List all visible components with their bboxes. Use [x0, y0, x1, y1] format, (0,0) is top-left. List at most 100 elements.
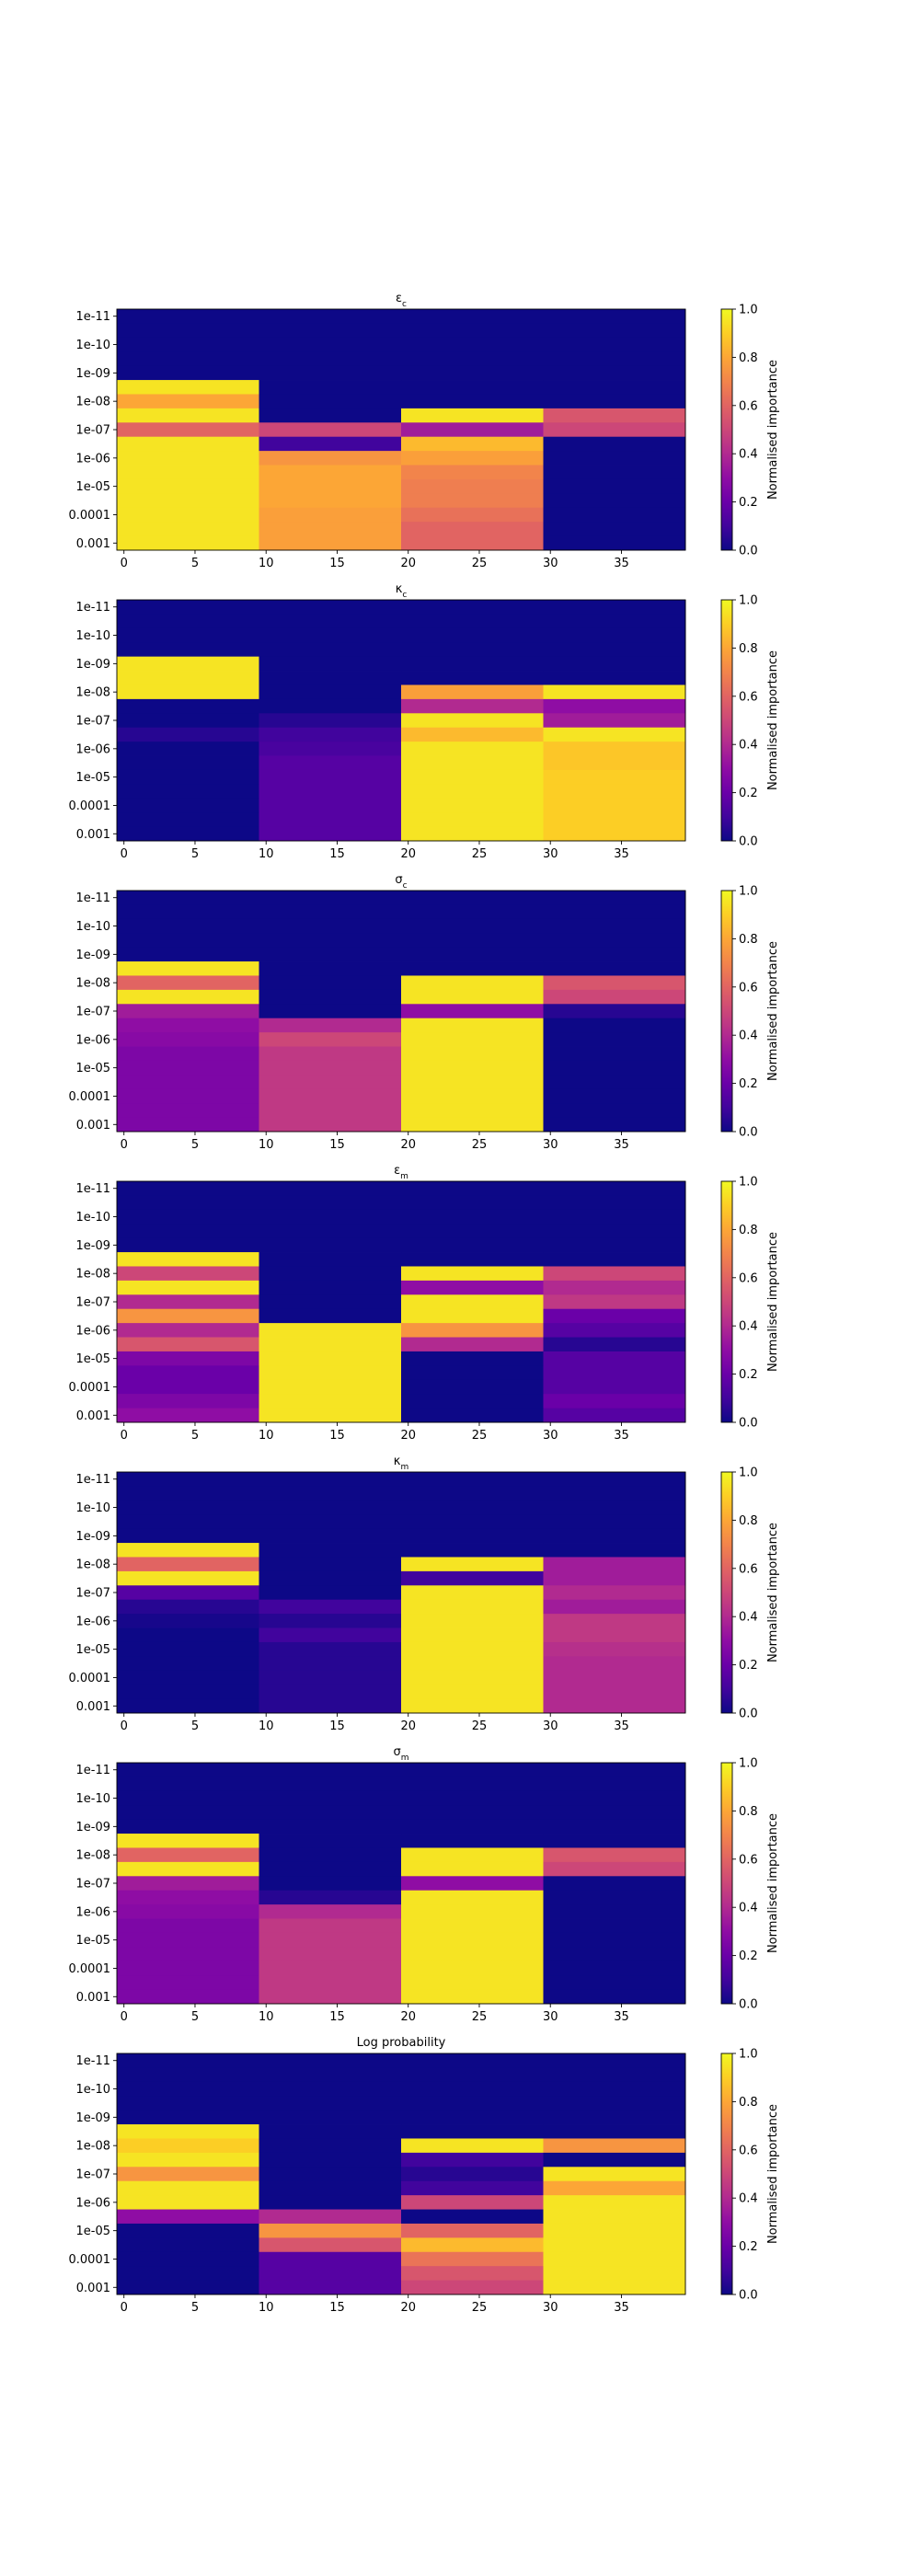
x-tick-label: 10: [259, 1138, 274, 1152]
y-tick-label: 0.001: [76, 537, 110, 551]
heatmap-cell: [543, 394, 686, 409]
heatmap-cell: [543, 1614, 686, 1628]
heatmap-cell: [259, 1698, 402, 1714]
y-tick-label: 1e-05: [75, 1352, 110, 1366]
heatmap-cell: [543, 1294, 686, 1310]
heatmap-cell: [401, 933, 544, 949]
heatmap-cell: [117, 1847, 259, 1863]
heatmap-cell: [401, 2124, 544, 2139]
colorbar-label: Normalised importance: [766, 1232, 780, 1372]
heatmap-cell: [401, 1975, 544, 1990]
heatmap-cell: [259, 507, 402, 523]
heatmap-cell: [117, 2067, 259, 2083]
heatmap-cell: [259, 1266, 402, 1282]
x-tick-label: 0: [121, 847, 128, 861]
heatmap-cell: [117, 1075, 259, 1090]
colorbar-tick-label: 1.0: [739, 304, 758, 317]
heatmap-cell: [401, 975, 544, 991]
heatmap-cell: [259, 2124, 402, 2139]
heatmap-cell: [543, 1394, 686, 1409]
heatmap-cell: [401, 1032, 544, 1047]
x-tick-label: 20: [400, 1138, 416, 1152]
heatmap-cell: [401, 2053, 544, 2068]
heatmap-cell: [401, 656, 544, 672]
heatmap-cell: [259, 1947, 402, 1962]
heatmap-cell: [401, 2067, 544, 2083]
heatmap-cell: [117, 1670, 259, 1685]
heatmap-cell: [543, 798, 686, 813]
heatmap-cell: [401, 1989, 544, 2005]
x-tick-label: 25: [472, 1719, 488, 1733]
x-tick-label: 15: [329, 1138, 345, 1152]
heatmap-cell: [117, 656, 259, 672]
heatmap-cell: [117, 451, 259, 466]
panel-title-main: σ: [393, 1745, 400, 1759]
heatmap-cell: [117, 1656, 259, 1672]
heatmap-cell: [401, 891, 544, 905]
heatmap-cell: [543, 2266, 686, 2281]
heatmap-cell: [117, 1060, 259, 1075]
x-tick-label: 10: [259, 847, 274, 861]
heatmap-cell: [543, 451, 686, 466]
heatmap-cell: [259, 1117, 402, 1133]
x-tick-label: 30: [543, 1138, 558, 1152]
heatmap-cell: [117, 1294, 259, 1310]
panel-1: εc 1e-11 1e-10 1e-09 1e-08 1e-07 1e-06 1e-05 0.0…: [69, 292, 781, 570]
heatmap-cell: [259, 1961, 402, 1976]
x-tick-label: 20: [400, 557, 416, 570]
heatmap-cell: [401, 465, 544, 480]
heatmap-cell: [543, 1280, 686, 1295]
heatmap-cell: [117, 1557, 259, 1572]
panel-title-main: ε: [396, 292, 402, 305]
heatmap-cell: [117, 1932, 259, 1948]
heatmap-cell: [401, 742, 544, 756]
heatmap-cell: [117, 812, 259, 827]
y-tick-label: 1e-07: [75, 1296, 110, 1310]
heatmap-cell: [401, 1777, 544, 1792]
heatmap-cell: [259, 614, 402, 629]
heatmap-cell: [259, 1656, 402, 1672]
heatmap-cell: [401, 642, 544, 658]
colorbar-label: Normalised importance: [766, 2104, 780, 2244]
heatmap-cell: [259, 1685, 402, 1699]
heatmap-cell: [401, 1904, 544, 1919]
heatmap-cell: [259, 436, 402, 452]
y-tick-label: 1e-09: [75, 1821, 110, 1834]
heatmap-cell: [543, 323, 686, 339]
heatmap-cell: [401, 614, 544, 629]
heatmap-cell: [259, 1252, 402, 1267]
colorbar-tick-label: 0.6: [739, 1853, 758, 1867]
y-tick-label: 1e-07: [75, 1878, 110, 1892]
heatmap-cell: [259, 323, 402, 339]
heatmap-cell: [259, 1805, 402, 1821]
y-tick-label: 1e-06: [75, 1324, 110, 1338]
heatmap-cell: [259, 1557, 402, 1572]
heatmap-cell: [117, 522, 259, 536]
x-tick-label: 15: [329, 557, 345, 570]
y-tick-label: 0.0001: [69, 2253, 111, 2267]
panel-title: κm: [394, 1455, 408, 1472]
heatmap-cell: [401, 507, 544, 523]
heatmap-cell: [259, 1932, 402, 1948]
heatmap-cell: [543, 1195, 686, 1211]
heatmap-cell: [543, 826, 686, 842]
heatmap-cell: [117, 2251, 259, 2267]
x-tick-label: 15: [329, 2010, 345, 2024]
heatmap-cell: [543, 1252, 686, 1267]
x-tick-label: 15: [329, 2301, 345, 2315]
colorbar-tick-label: 0.4: [739, 1320, 758, 1334]
heatmap-cell: [117, 2180, 259, 2196]
heatmap-cell: [117, 1337, 259, 1352]
heatmap-cell: [259, 1408, 402, 1423]
heatmap-cell: [117, 1103, 259, 1118]
heatmap-cell: [543, 1670, 686, 1685]
heatmap-cell: [401, 1947, 544, 1962]
heatmap-cell: [259, 1861, 402, 1877]
heatmap-cell: [401, 784, 544, 799]
y-tick-label: 1e-06: [75, 1615, 110, 1628]
x-tick-label: 25: [472, 847, 488, 861]
heatmap-cell: [117, 2223, 259, 2238]
heatmap-cell: [543, 1641, 686, 1657]
heatmap-cell: [543, 1337, 686, 1352]
heatmap-cell: [117, 904, 259, 920]
